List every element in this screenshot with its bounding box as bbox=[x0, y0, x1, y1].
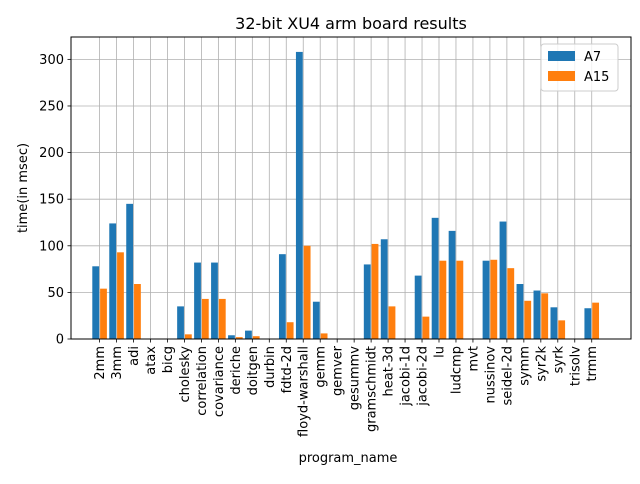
x-tick-label: trmm bbox=[585, 346, 600, 382]
bar-a7 bbox=[533, 290, 541, 339]
bar-a15 bbox=[184, 334, 192, 339]
x-tick-label: covariance bbox=[212, 346, 227, 417]
bar-a15 bbox=[303, 245, 311, 339]
x-tick-label: 3mm bbox=[110, 346, 125, 380]
chart-title: 32-bit XU4 arm board results bbox=[235, 14, 467, 33]
bar-a15 bbox=[100, 288, 107, 339]
x-tick-label: doitgen bbox=[246, 346, 261, 395]
plot-frame bbox=[70, 36, 632, 340]
bar-a15 bbox=[592, 302, 600, 339]
x-tick-label: gramschmidt bbox=[365, 346, 380, 432]
x-tick-label: jacobi-1d bbox=[399, 346, 414, 407]
bar-a7 bbox=[312, 301, 320, 339]
bar-a7 bbox=[177, 306, 184, 339]
legend-swatch-a15 bbox=[548, 71, 575, 81]
x-tick-label: deriche bbox=[229, 346, 244, 395]
x-tick-label: atax bbox=[144, 346, 159, 375]
bar-a15 bbox=[524, 300, 532, 339]
bar-a7 bbox=[516, 284, 524, 339]
x-tick-label: trisolv bbox=[568, 346, 583, 386]
bar-a7 bbox=[194, 262, 201, 339]
bar-a7 bbox=[295, 51, 303, 340]
bar-a15 bbox=[388, 306, 396, 339]
y-tick-label: 0 bbox=[56, 333, 64, 348]
y-tick-label: 150 bbox=[39, 193, 64, 208]
x-tick-label: floyd-warshall bbox=[297, 346, 312, 437]
x-tick-label: ludcmp bbox=[449, 346, 464, 394]
bar-a7 bbox=[482, 260, 490, 339]
x-axis-label: program_name bbox=[299, 451, 398, 466]
y-axis-label: time(in msec) bbox=[16, 143, 31, 233]
bar-a7 bbox=[499, 221, 507, 339]
x-tick-label: correlation bbox=[195, 346, 210, 416]
bar-a7 bbox=[363, 264, 371, 339]
bar-a15 bbox=[134, 284, 141, 339]
bar-a7 bbox=[448, 230, 456, 339]
bar-a15 bbox=[371, 243, 379, 339]
x-tick-label: lu bbox=[433, 346, 448, 358]
bar-a15 bbox=[507, 268, 515, 339]
bar-a15 bbox=[456, 260, 464, 339]
x-tick-label: heat-3d bbox=[382, 346, 397, 397]
x-tick-label: symm bbox=[517, 346, 532, 386]
x-tick-label: mvt bbox=[466, 346, 481, 371]
bar-a7 bbox=[92, 266, 100, 339]
bar-a7 bbox=[584, 308, 592, 339]
bar-a7 bbox=[431, 217, 439, 339]
x-tick-label: cholesky bbox=[178, 346, 193, 403]
legend-label-a15: A15 bbox=[584, 70, 609, 85]
y-tick-label: 250 bbox=[39, 99, 64, 114]
x-tick-label: bicg bbox=[161, 346, 176, 373]
y-tick-label: 300 bbox=[39, 53, 64, 68]
x-axis: 2mm 3mm adi atax bicg cholesky correlation cova… bbox=[93, 339, 600, 437]
legend-swatch-a7 bbox=[548, 51, 575, 61]
x-tick-label: fdtd-2d bbox=[280, 346, 295, 393]
x-tick-label: gesummv bbox=[348, 346, 363, 411]
x-tick-label: nussinov bbox=[483, 346, 498, 404]
x-tick-label: seidel-2d bbox=[500, 346, 515, 405]
legend-label-a7: A7 bbox=[584, 50, 601, 65]
x-tick-label: syr2k bbox=[534, 346, 549, 382]
grid bbox=[71, 37, 631, 340]
bar-a7 bbox=[245, 330, 252, 339]
x-tick-label: gemver bbox=[331, 345, 346, 396]
bars bbox=[92, 51, 600, 340]
bar-a15 bbox=[218, 298, 226, 339]
bar-a7 bbox=[211, 262, 218, 339]
y-tick-label: 50 bbox=[47, 286, 64, 301]
bar-a15 bbox=[422, 316, 430, 339]
bar-a15 bbox=[252, 336, 260, 339]
bar-a7 bbox=[109, 223, 117, 339]
bar-a7 bbox=[228, 335, 235, 339]
bar-a15 bbox=[490, 259, 498, 339]
x-tick-label: durbin bbox=[263, 346, 278, 388]
x-tick-label: jacobi-2d bbox=[416, 346, 431, 407]
x-tick-label: 2mm bbox=[93, 346, 108, 380]
x-tick-label: gemm bbox=[314, 346, 329, 388]
bar-a15 bbox=[235, 337, 243, 339]
bar-a15 bbox=[320, 333, 328, 339]
bar-a7 bbox=[550, 307, 558, 339]
bar-a15 bbox=[286, 322, 294, 339]
bar-a15 bbox=[439, 260, 447, 339]
bar-a7 bbox=[126, 203, 134, 339]
y-axis: 0 50 100 150 200 250 300 bbox=[39, 53, 71, 348]
bar-a15 bbox=[541, 293, 549, 339]
x-tick-label: syrk bbox=[551, 346, 566, 374]
y-tick-label: 100 bbox=[39, 239, 64, 254]
y-tick-label: 200 bbox=[39, 146, 64, 161]
bar-a7 bbox=[380, 239, 388, 339]
x-tick-label: adi bbox=[127, 346, 142, 366]
bar-a15 bbox=[558, 320, 566, 339]
bar-a15 bbox=[117, 252, 124, 339]
bar-a7 bbox=[278, 254, 286, 339]
bar-a7 bbox=[414, 275, 422, 339]
bar-a15 bbox=[201, 298, 209, 339]
